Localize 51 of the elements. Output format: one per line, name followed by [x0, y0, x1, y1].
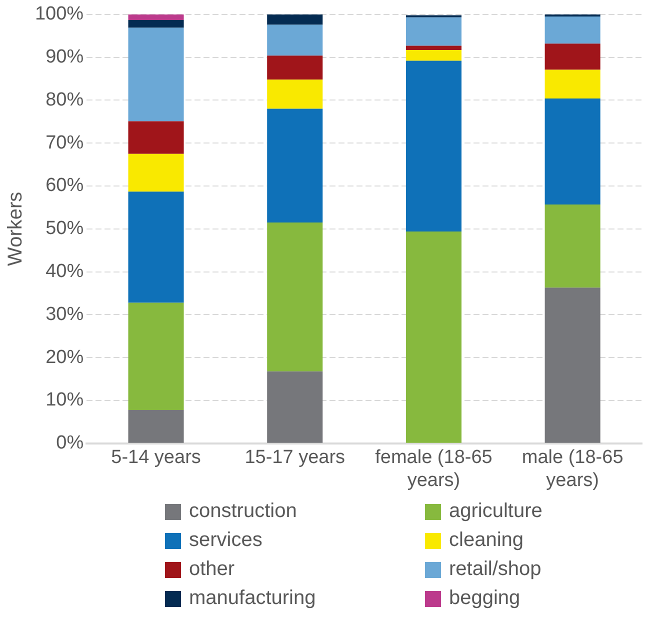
bar — [406, 60, 462, 232]
y-tick-label: 60% — [46, 175, 84, 196]
bar — [544, 70, 600, 98]
bar — [128, 28, 184, 122]
x-tick-label: 15-17 years — [244, 447, 346, 468]
y-tick-label: 40% — [46, 261, 84, 282]
y-tick-label: 30% — [46, 304, 84, 325]
bar — [128, 154, 184, 192]
y-tick-label: 70% — [46, 132, 84, 154]
bar — [128, 192, 184, 303]
bar — [267, 222, 323, 372]
legend-label: services — [189, 529, 262, 552]
y-tick-label: 0% — [56, 432, 84, 454]
x-tick-label: female (18-65 years) — [375, 447, 492, 491]
legend-label: construction — [189, 500, 297, 523]
bar — [544, 288, 600, 443]
bar — [267, 371, 323, 443]
bar — [406, 46, 462, 50]
x-tick-label: 5-14 years — [111, 447, 201, 468]
bar — [267, 14, 323, 25]
bar — [267, 56, 323, 80]
bar — [267, 24, 323, 56]
y-tick-label: 80% — [46, 89, 84, 110]
bar — [128, 410, 184, 443]
legend-label: retail/shop — [449, 558, 542, 581]
y-axis-title: Workers — [4, 192, 27, 266]
legend-label: cleaning — [449, 529, 524, 552]
legend-label: other — [189, 558, 235, 581]
y-tick-label: 100% — [34, 4, 84, 25]
legend-label: begging — [449, 587, 520, 610]
bar — [406, 17, 462, 46]
bar — [544, 16, 600, 44]
legend-label: manufacturing — [189, 587, 316, 610]
bar — [544, 44, 600, 70]
y-tick-label: 90% — [46, 46, 84, 68]
bar — [128, 302, 184, 410]
bar — [128, 14, 184, 20]
bar — [267, 80, 323, 109]
bar — [267, 108, 323, 222]
x-tick-label: male (18-65 years) — [522, 447, 624, 491]
bar — [128, 121, 184, 154]
bar — [544, 98, 600, 204]
y-tick-label: 10% — [46, 390, 84, 411]
y-tick-label: 20% — [46, 346, 84, 368]
y-tick-label: 50% — [46, 218, 84, 240]
bar — [544, 204, 600, 288]
bar — [544, 14, 600, 17]
bar — [406, 231, 462, 443]
bar — [406, 50, 462, 61]
legend-label: agriculture — [449, 500, 542, 523]
bar — [128, 20, 184, 28]
